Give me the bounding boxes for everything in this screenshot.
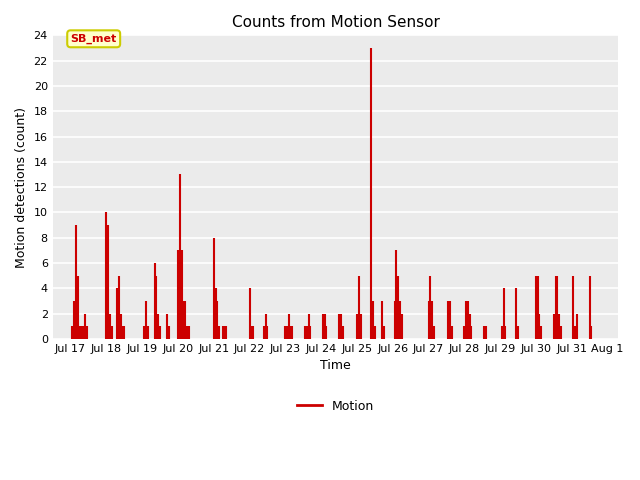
Text: SB_met: SB_met — [70, 34, 117, 44]
Legend: Motion: Motion — [292, 395, 379, 418]
Title: Counts from Motion Sensor: Counts from Motion Sensor — [232, 15, 440, 30]
Y-axis label: Motion detections (count): Motion detections (count) — [15, 107, 28, 268]
X-axis label: Time: Time — [320, 360, 351, 372]
